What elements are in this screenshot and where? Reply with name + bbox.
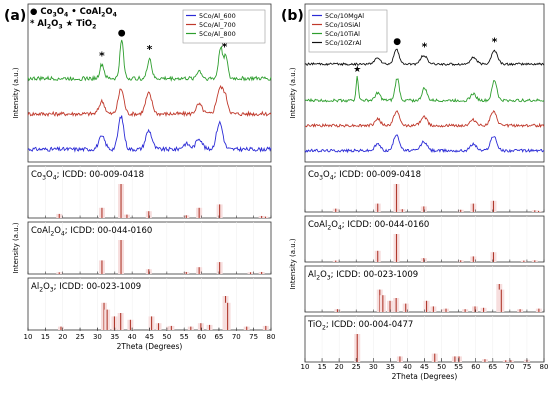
series-line-5co-al-800 [27, 39, 272, 82]
reference-label-2: Al2O3; ICDD: 00-023-1009 [31, 282, 141, 293]
peak-marker-2: * [147, 43, 153, 56]
marker-legend-0: ● Co3O4 • CoAl2O4 [30, 7, 117, 18]
main-y-label: Intensity (a.u.) [289, 67, 297, 119]
reference-label-3: TiO2; ICDD: 00-004-0477 [307, 320, 413, 331]
series-line-5co-10sial [304, 110, 545, 129]
legend-label-1: 5Co/10SiAl [325, 21, 360, 29]
peak-marker-3: * [222, 40, 228, 53]
reference-label-0: Co3O4; ICDD: 00-009-0418 [308, 170, 421, 181]
panel-label: (b) [281, 8, 304, 24]
marker-legend-1: * Al2O3 ★ TiO2 [30, 19, 96, 30]
x-tick-label-9: 55 [180, 333, 189, 341]
peak-marker-0: ★ [353, 65, 361, 75]
x-axis-label: 2Theta (Degrees) [392, 372, 458, 381]
legend-label-2: 5Co/10TiAl [325, 30, 360, 38]
reference-y-label: Intensity (a.u.) [289, 238, 297, 290]
legend-label-3: 5Co/10ZrAl [325, 39, 362, 47]
reference-label-2: Al2O3; ICDD: 00-023-1009 [308, 270, 418, 281]
x-tick-label-4: 30 [369, 363, 378, 371]
x-tick-label-1: 15 [41, 333, 50, 341]
x-tick-label-14: 80 [267, 333, 276, 341]
x-tick-label-7: 45 [145, 333, 154, 341]
x-tick-label-5: 35 [386, 363, 395, 371]
x-tick-label-4: 30 [93, 333, 102, 341]
x-tick-label-14: 80 [540, 363, 549, 371]
series-line-5co-10zral [304, 48, 545, 67]
x-tick-label-11: 65 [214, 333, 223, 341]
x-tick-label-6: 40 [403, 363, 412, 371]
x-tick-label-3: 25 [352, 363, 361, 371]
series-line-5co-al-600 [27, 115, 272, 153]
peak-marker-4: * [492, 36, 498, 49]
peak-marker-1: ● [118, 29, 126, 39]
x-tick-label-1: 15 [318, 363, 327, 371]
x-tick-label-8: 50 [437, 363, 446, 371]
peak-marker-0: * [99, 49, 105, 62]
x-tick-label-2: 20 [335, 363, 344, 371]
x-tick-label-13: 75 [522, 363, 531, 371]
x-tick-label-10: 60 [197, 333, 206, 341]
x-tick-label-5: 35 [110, 333, 119, 341]
x-tick-label-8: 50 [162, 333, 171, 341]
x-axis-label: 2Theta (Degrees) [117, 342, 183, 351]
x-tick-label-12: 70 [505, 363, 514, 371]
reference-label-1: CoAl2O4; ICDD: 00-044-0160 [31, 226, 152, 237]
x-tick-label-0: 10 [24, 333, 33, 341]
series-legend-box [182, 9, 266, 44]
x-tick-label-10: 60 [471, 363, 480, 371]
x-tick-label-11: 65 [488, 363, 497, 371]
peak-marker-2: ● [393, 37, 401, 47]
x-tick-label-6: 40 [128, 333, 137, 341]
legend-label-0: 5Co/10MgAl [325, 12, 364, 20]
panel-b: (b)Intensity (a.u.)★*●**5Co/10MgAl5Co/10… [281, 3, 549, 381]
reference-y-label: Intensity (a.u.) [12, 222, 20, 274]
legend-label-0: 5Co/Al_600 [199, 12, 236, 20]
main-y-label: Intensity (a.u.) [12, 67, 20, 119]
series-line-5co-10tial [304, 75, 545, 103]
series-line-5co-al-700 [27, 84, 272, 118]
panel-label: (a) [4, 8, 26, 24]
x-tick-label-0: 10 [301, 363, 310, 371]
x-tick-label-2: 20 [58, 333, 67, 341]
x-tick-label-3: 25 [76, 333, 85, 341]
series-line-5co-10mgal [304, 134, 545, 154]
legend-label-2: 5Co/Al_800 [199, 30, 236, 38]
reference-label-1: CoAl2O4; ICDD: 00-044-0160 [308, 220, 429, 231]
x-tick-label-12: 70 [232, 333, 241, 341]
x-tick-label-9: 55 [454, 363, 463, 371]
legend-label-1: 5Co/Al_700 [199, 21, 236, 29]
series-legend-box [308, 9, 388, 53]
x-tick-label-7: 45 [420, 363, 429, 371]
panel-a: (a) Intensity (a.u.) * ● * * ● Co3O4 • CoAl2O4… [4, 3, 276, 351]
peak-marker-3: * [422, 40, 428, 53]
reference-label-0: Co3O4; ICDD: 00-009-0418 [31, 170, 144, 181]
x-tick-label-13: 75 [249, 333, 258, 341]
